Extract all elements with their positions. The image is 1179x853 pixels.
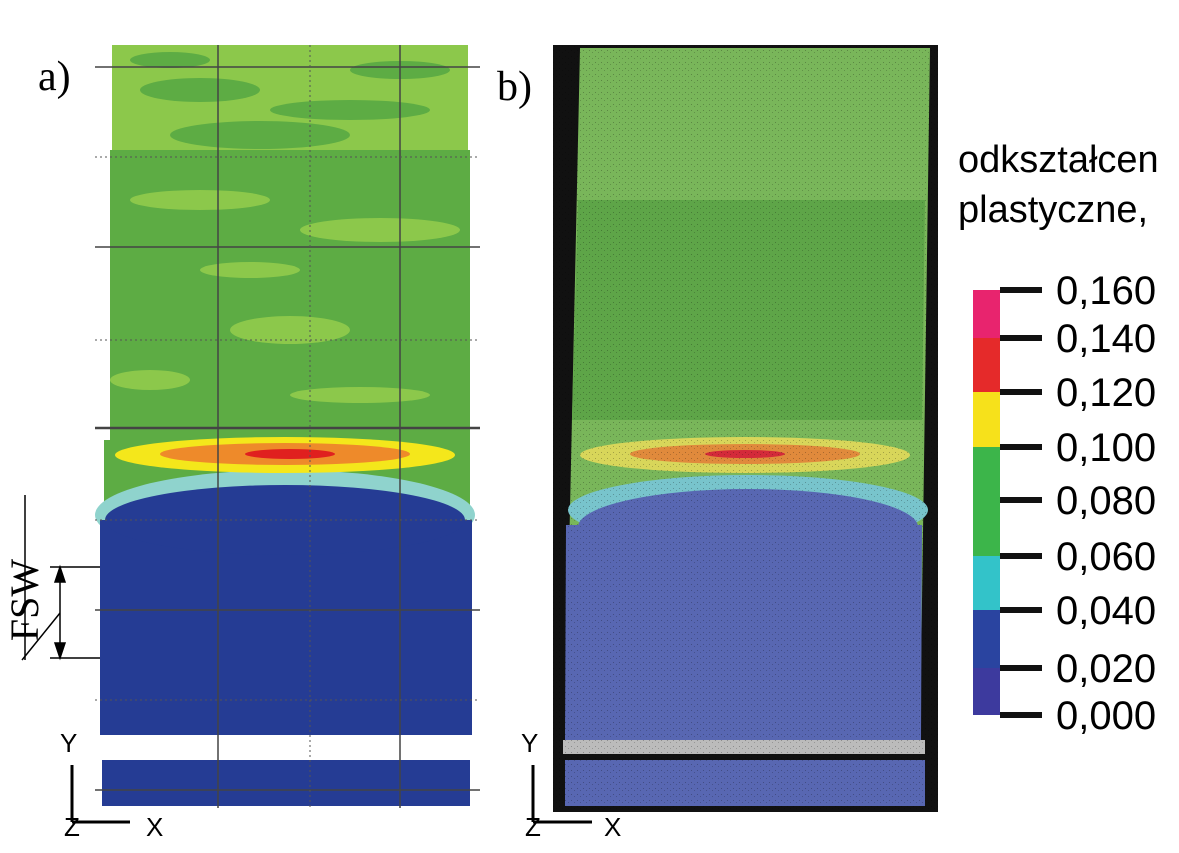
- panel-a-map: [95, 45, 480, 808]
- colorbar-label: 0,000: [1056, 694, 1156, 738]
- colorbar-label: 0,100: [1056, 426, 1156, 470]
- colorbar-label: 0,060: [1056, 535, 1156, 579]
- colorbar-label: 0,040: [1056, 589, 1156, 633]
- axis-letter: X: [146, 812, 163, 842]
- axes-icon-b: [531, 765, 592, 824]
- axis-letter: X: [604, 812, 621, 842]
- panel-label: a): [38, 54, 71, 100]
- colorbar-label: 0,080: [1056, 479, 1156, 523]
- colorbar-label: 0,120: [1056, 371, 1156, 415]
- axis-letter: Z: [525, 812, 541, 842]
- axis-letter: Y: [521, 728, 538, 758]
- panel-b-photo: [553, 45, 938, 812]
- axis-letter: Z: [64, 812, 80, 842]
- axes-icon-a: [70, 765, 130, 824]
- colorbar-label: 0,160: [1056, 269, 1156, 313]
- legend-title: plastyczne,: [958, 189, 1148, 231]
- colorbar-label: 0,020: [1056, 647, 1156, 691]
- colorbar: [973, 290, 1000, 715]
- panel-label: b): [497, 64, 532, 110]
- axis-letter: Y: [60, 728, 77, 758]
- fsw-arrow: [21, 495, 100, 661]
- legend-title: odkształcen: [958, 139, 1159, 181]
- colorbar-label: 0,140: [1056, 317, 1156, 361]
